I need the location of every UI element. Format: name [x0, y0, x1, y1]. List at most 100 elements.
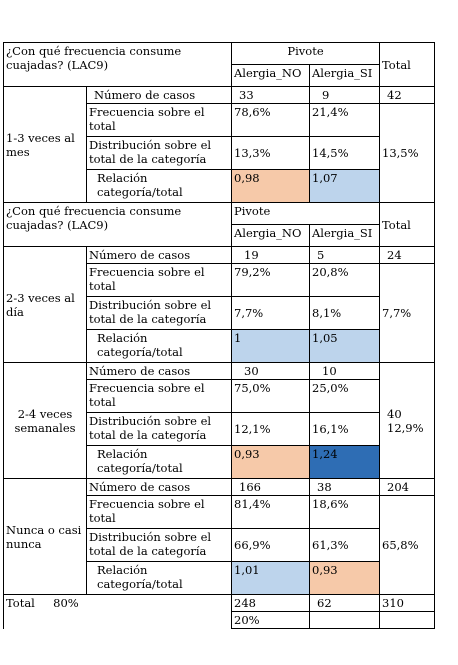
footer-row: 20% — [4, 611, 435, 629]
footer-empty-si — [309, 611, 380, 629]
row-label-freq: Frecuencia sobre el total — [86, 379, 232, 413]
footer-total: 310 — [379, 594, 435, 612]
cell-dist-si: 16,1% — [309, 412, 380, 446]
cell-dist-si: 61,3% — [309, 528, 380, 562]
row-label-cases: Número de casos — [86, 478, 232, 496]
row-label-dist: Distribución sobre el total de la catego… — [86, 528, 232, 562]
cell-cases-si: 38 — [309, 478, 380, 496]
row-label-rel: Relación categoría/total — [86, 169, 232, 203]
footer-si: 62 — [309, 594, 380, 612]
table-row: Relación categoría/total 1,01 0,93 — [4, 561, 435, 595]
cell-dist-no: 13,3% — [231, 136, 310, 170]
cross-tab-table: ¿Con qué frecuencia consume cuajadas? (L… — [3, 42, 435, 629]
row-label-cases: Número de casos — [86, 362, 232, 380]
question-header: ¿Con qué frecuencia consume cuajadas? (L… — [3, 202, 232, 247]
row-label-dist: Distribución sobre el total de la catego… — [86, 412, 232, 446]
table-row: Frecuencia sobre el total 78,6% 21,4% 13… — [4, 103, 435, 203]
col-alergia-si: Alergia_SI — [309, 224, 380, 247]
table-row: 1-3 veces al mes Número de casos 33 9 42 — [3, 86, 435, 203]
table-row: Relación categoría/total 0,98 1,07 — [4, 169, 435, 203]
cell-cases-si: 5 — [309, 246, 380, 264]
cell-rel-no: 1,01 — [231, 561, 310, 595]
cell-rel-si: 0,93 — [309, 561, 380, 595]
row-label-dist: Distribución sobre el total de la catego… — [86, 296, 232, 330]
cell-cases-total: 24 — [379, 246, 435, 264]
question-header: ¿Con qué frecuencia consume cuajadas? (L… — [3, 42, 232, 87]
group-label: 2-4 veces semanales — [3, 362, 87, 479]
row-label-freq: Frecuencia sobre el total — [86, 103, 232, 137]
footer-no: 248 — [231, 594, 310, 612]
cell-cases-no: 33 — [231, 86, 310, 104]
cell-rel-no: 0,93 — [231, 445, 310, 479]
pivot-header: Pivote — [231, 42, 380, 65]
cell-freq-no: 78,6% — [231, 103, 310, 137]
table-row: Nunca o casi nunca Número de casos 166 3… — [3, 478, 435, 595]
cell-cases-no: 166 — [231, 478, 310, 496]
cell-freq-si: 20,8% — [309, 263, 380, 297]
table-row: Relación categoría/total 0,93 1,24 — [4, 445, 435, 479]
group-label: 2-3 veces al día — [3, 246, 87, 363]
cell-cases-si: 9 — [309, 86, 380, 104]
cell-cases-total: 204 — [379, 478, 435, 496]
row-label-rel: Relación categoría/total — [86, 445, 232, 479]
footer-no-pct: 20% — [231, 611, 310, 629]
header-row: ¿Con qué frecuencia consume cuajadas? (L… — [3, 42, 435, 87]
footer-label: Total — [6, 596, 35, 610]
cell-cases-total: 42 — [379, 86, 435, 104]
total-header: Total — [379, 202, 435, 247]
cross-tab-document: ¿Con qué frecuencia consume cuajadas? (L… — [3, 42, 435, 629]
header-row: ¿Con qué frecuencia consume cuajadas? (L… — [3, 202, 435, 247]
table-row: Frecuencia sobre el total 75,0% 25,0% — [4, 379, 435, 413]
cell-freq-no: 75,0% — [231, 379, 310, 413]
cell-dist-no: 12,1% — [231, 412, 310, 446]
table-row: Frecuencia sobre el total 81,4% 18,6% 65… — [4, 495, 435, 595]
pivot-header: Pivote — [231, 202, 380, 225]
cell-dist-no: 7,7% — [231, 296, 310, 330]
cell-rel-no: 1 — [231, 329, 310, 363]
cell-dist-no: 66,9% — [231, 528, 310, 562]
row-label-rel: Relación categoría/total — [86, 329, 232, 363]
cell-rel-si: 1,07 — [309, 169, 380, 203]
table-row: 2-4 veces semanales Número de casos 30 1… — [3, 362, 435, 479]
cell-rel-si: 1,24 — [309, 445, 380, 479]
cell-rel-no: 0,98 — [231, 169, 310, 203]
group-label: 1-3 veces al mes — [3, 86, 87, 203]
row-label-dist: Distribución sobre el total de la catego… — [86, 136, 232, 170]
row-label-cases: Número de casos — [86, 86, 232, 104]
subheader-row: Alergia_NO Alergia_SI — [4, 224, 435, 247]
footer-pct: 80% — [53, 596, 79, 610]
row-label-rel: Relación categoría/total — [86, 561, 232, 595]
cell-freq-si: 25,0% — [309, 379, 380, 413]
cell-freq-no: 79,2% — [231, 263, 310, 297]
cell-dist-si: 14,5% — [309, 136, 380, 170]
cell-cases-si: 10 — [309, 362, 380, 380]
total-header: Total — [379, 42, 435, 87]
cell-cases-no: 19 — [231, 246, 310, 264]
cell-total-pct: 7,7% — [379, 263, 435, 363]
row-label-freq: Frecuencia sobre el total — [86, 495, 232, 529]
footer-empty-total — [379, 611, 435, 629]
table-row: Distribución sobre el total de la catego… — [4, 528, 435, 562]
table-row: 2-3 veces al día Número de casos 19 5 24 — [3, 246, 435, 363]
cell-cases-total: 40 — [387, 406, 402, 421]
cell-freq-si: 21,4% — [309, 103, 380, 137]
table-row: Frecuencia sobre el total 79,2% 20,8% 7,… — [4, 263, 435, 363]
row-label-cases: Número de casos — [86, 246, 232, 264]
group-label: Nunca o casi nunca — [3, 478, 87, 595]
cell-total-pct: 12,9% — [387, 420, 424, 435]
cell-total-block: 40 12,9% — [379, 362, 435, 479]
col-alergia-no: Alergia_NO — [231, 64, 310, 87]
cell-freq-no: 81,4% — [231, 495, 310, 529]
cell-total-pct: 65,8% — [379, 495, 435, 595]
cell-total-pct: 13,5% — [379, 103, 435, 203]
col-alergia-no: Alergia_NO — [231, 224, 310, 247]
table-row: Distribución sobre el total de la catego… — [4, 296, 435, 330]
footer-total-label: Total 80% — [3, 594, 232, 629]
cell-rel-si: 1,05 — [309, 329, 380, 363]
cell-cases-no: 30 — [231, 362, 310, 380]
table-row: Distribución sobre el total de la catego… — [4, 136, 435, 170]
cell-dist-si: 8,1% — [309, 296, 380, 330]
footer-row: Total 80% 248 62 310 — [3, 594, 435, 629]
table-row: Relación categoría/total 1 1,05 — [4, 329, 435, 363]
row-label-freq: Frecuencia sobre el total — [86, 263, 232, 297]
